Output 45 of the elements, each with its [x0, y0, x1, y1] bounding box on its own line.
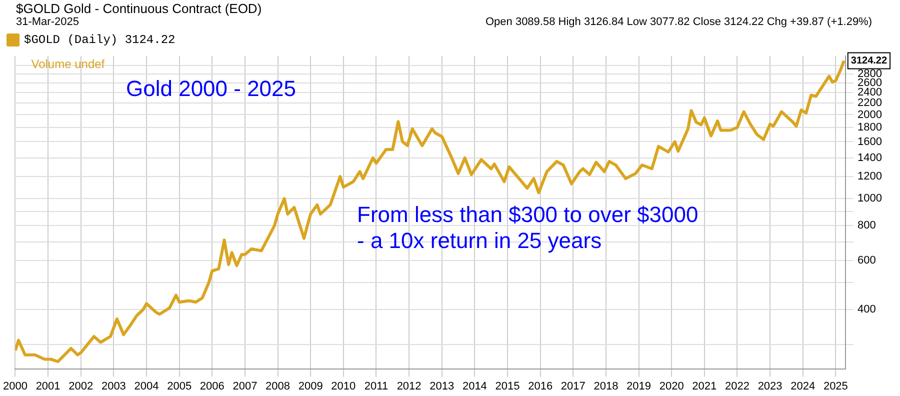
x-tick-label: 2012: [396, 380, 422, 392]
x-tick-label: 2025: [823, 380, 848, 392]
x-tick-label: 2019: [626, 380, 652, 392]
y-tick-label: 1600: [858, 136, 882, 148]
y-tick-label: 1800: [858, 122, 882, 134]
x-tick-label: 2008: [266, 380, 290, 392]
x-tick-label: 2015: [495, 380, 520, 392]
x-tick-label: 2002: [68, 380, 94, 392]
annotation: 3124.22: [850, 56, 888, 67]
x-tick-label: 2016: [528, 380, 553, 392]
y-tick-label: 2400: [858, 86, 882, 99]
x-tick-label: 2014: [462, 380, 487, 392]
y-tick-label: 800: [858, 220, 876, 232]
x-tick-label: 2021: [692, 380, 717, 392]
x-tick-label: 2011: [364, 380, 388, 392]
y-tick-label: 2000: [858, 108, 882, 121]
x-tick-label: 2006: [200, 380, 224, 392]
y-tick-label: 2200: [858, 97, 882, 110]
y-tick-label: 1400: [858, 152, 882, 164]
x-tick-label: 2013: [430, 380, 454, 392]
chart-title: $GOLD Gold - Continuous Contract (EOD): [16, 1, 262, 16]
annotation: Gold 2000 - 2025: [126, 76, 296, 102]
annotation: Volume undef: [31, 57, 105, 71]
x-tick-label: 2004: [134, 380, 159, 392]
x-tick-label: 2005: [167, 380, 192, 392]
y-tick-label: 1200: [858, 170, 882, 183]
y-tick-label: 400: [858, 304, 876, 316]
x-tick-label: 2018: [594, 380, 618, 392]
x-tick-label: 2009: [298, 380, 323, 392]
x-tick-label: 2024: [790, 380, 816, 392]
x-tick-label: 2017: [560, 380, 586, 392]
x-tick-label: 2003: [101, 380, 126, 392]
x-tick-label: 2023: [758, 380, 782, 392]
x-tick-label: 2010: [331, 380, 356, 392]
legend-label: $GOLD (Daily) 3124.22: [24, 33, 176, 48]
y-tick-label: 600: [858, 254, 876, 266]
chart-subtitle: 31-Mar-2025: [16, 16, 79, 28]
annotation: From less than $300 to over $3000 - a 10x return in 25 years: [357, 202, 698, 254]
x-tick-label: 2001: [36, 380, 60, 392]
x-tick-label: 2000: [2, 380, 28, 392]
x-tick-label: 2007: [232, 380, 258, 392]
y-tick-label: 1000: [858, 192, 882, 205]
text: Open 3089.58 High 3126.84 Low 3077.82 Close 3124.22 Chg +39.87 (+1.29%): [485, 16, 872, 28]
x-tick-label: 2022: [724, 380, 750, 392]
x-tick-label: 2020: [659, 380, 684, 392]
